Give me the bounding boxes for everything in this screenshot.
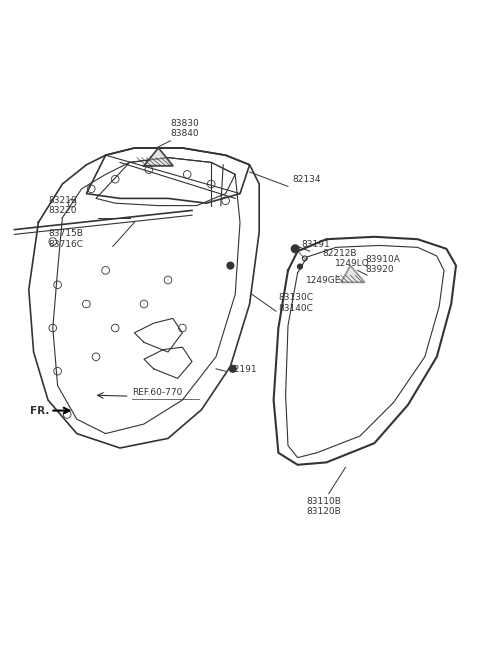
Text: 1249GE: 1249GE <box>306 276 342 285</box>
Circle shape <box>298 264 302 269</box>
Text: 83910A
83920: 83910A 83920 <box>366 255 401 274</box>
Text: 83110B
83120B: 83110B 83120B <box>307 497 341 516</box>
Text: 82191: 82191 <box>228 365 257 374</box>
Text: REF.60-770: REF.60-770 <box>132 388 182 397</box>
Polygon shape <box>341 266 365 282</box>
Text: FR.: FR. <box>30 406 49 416</box>
Text: 83210
83220: 83210 83220 <box>48 195 77 215</box>
Text: 83715B
83716C: 83715B 83716C <box>48 230 83 249</box>
Text: 83830
83840: 83830 83840 <box>170 119 199 138</box>
Polygon shape <box>144 148 173 166</box>
Circle shape <box>229 365 236 372</box>
Circle shape <box>227 262 234 269</box>
Text: 1249LQ: 1249LQ <box>335 258 370 268</box>
Text: 82134: 82134 <box>293 175 321 184</box>
Text: 82212B: 82212B <box>323 249 357 258</box>
Text: 83130C
83140C: 83130C 83140C <box>278 293 313 313</box>
Text: 83191: 83191 <box>301 240 330 249</box>
Circle shape <box>291 245 299 253</box>
